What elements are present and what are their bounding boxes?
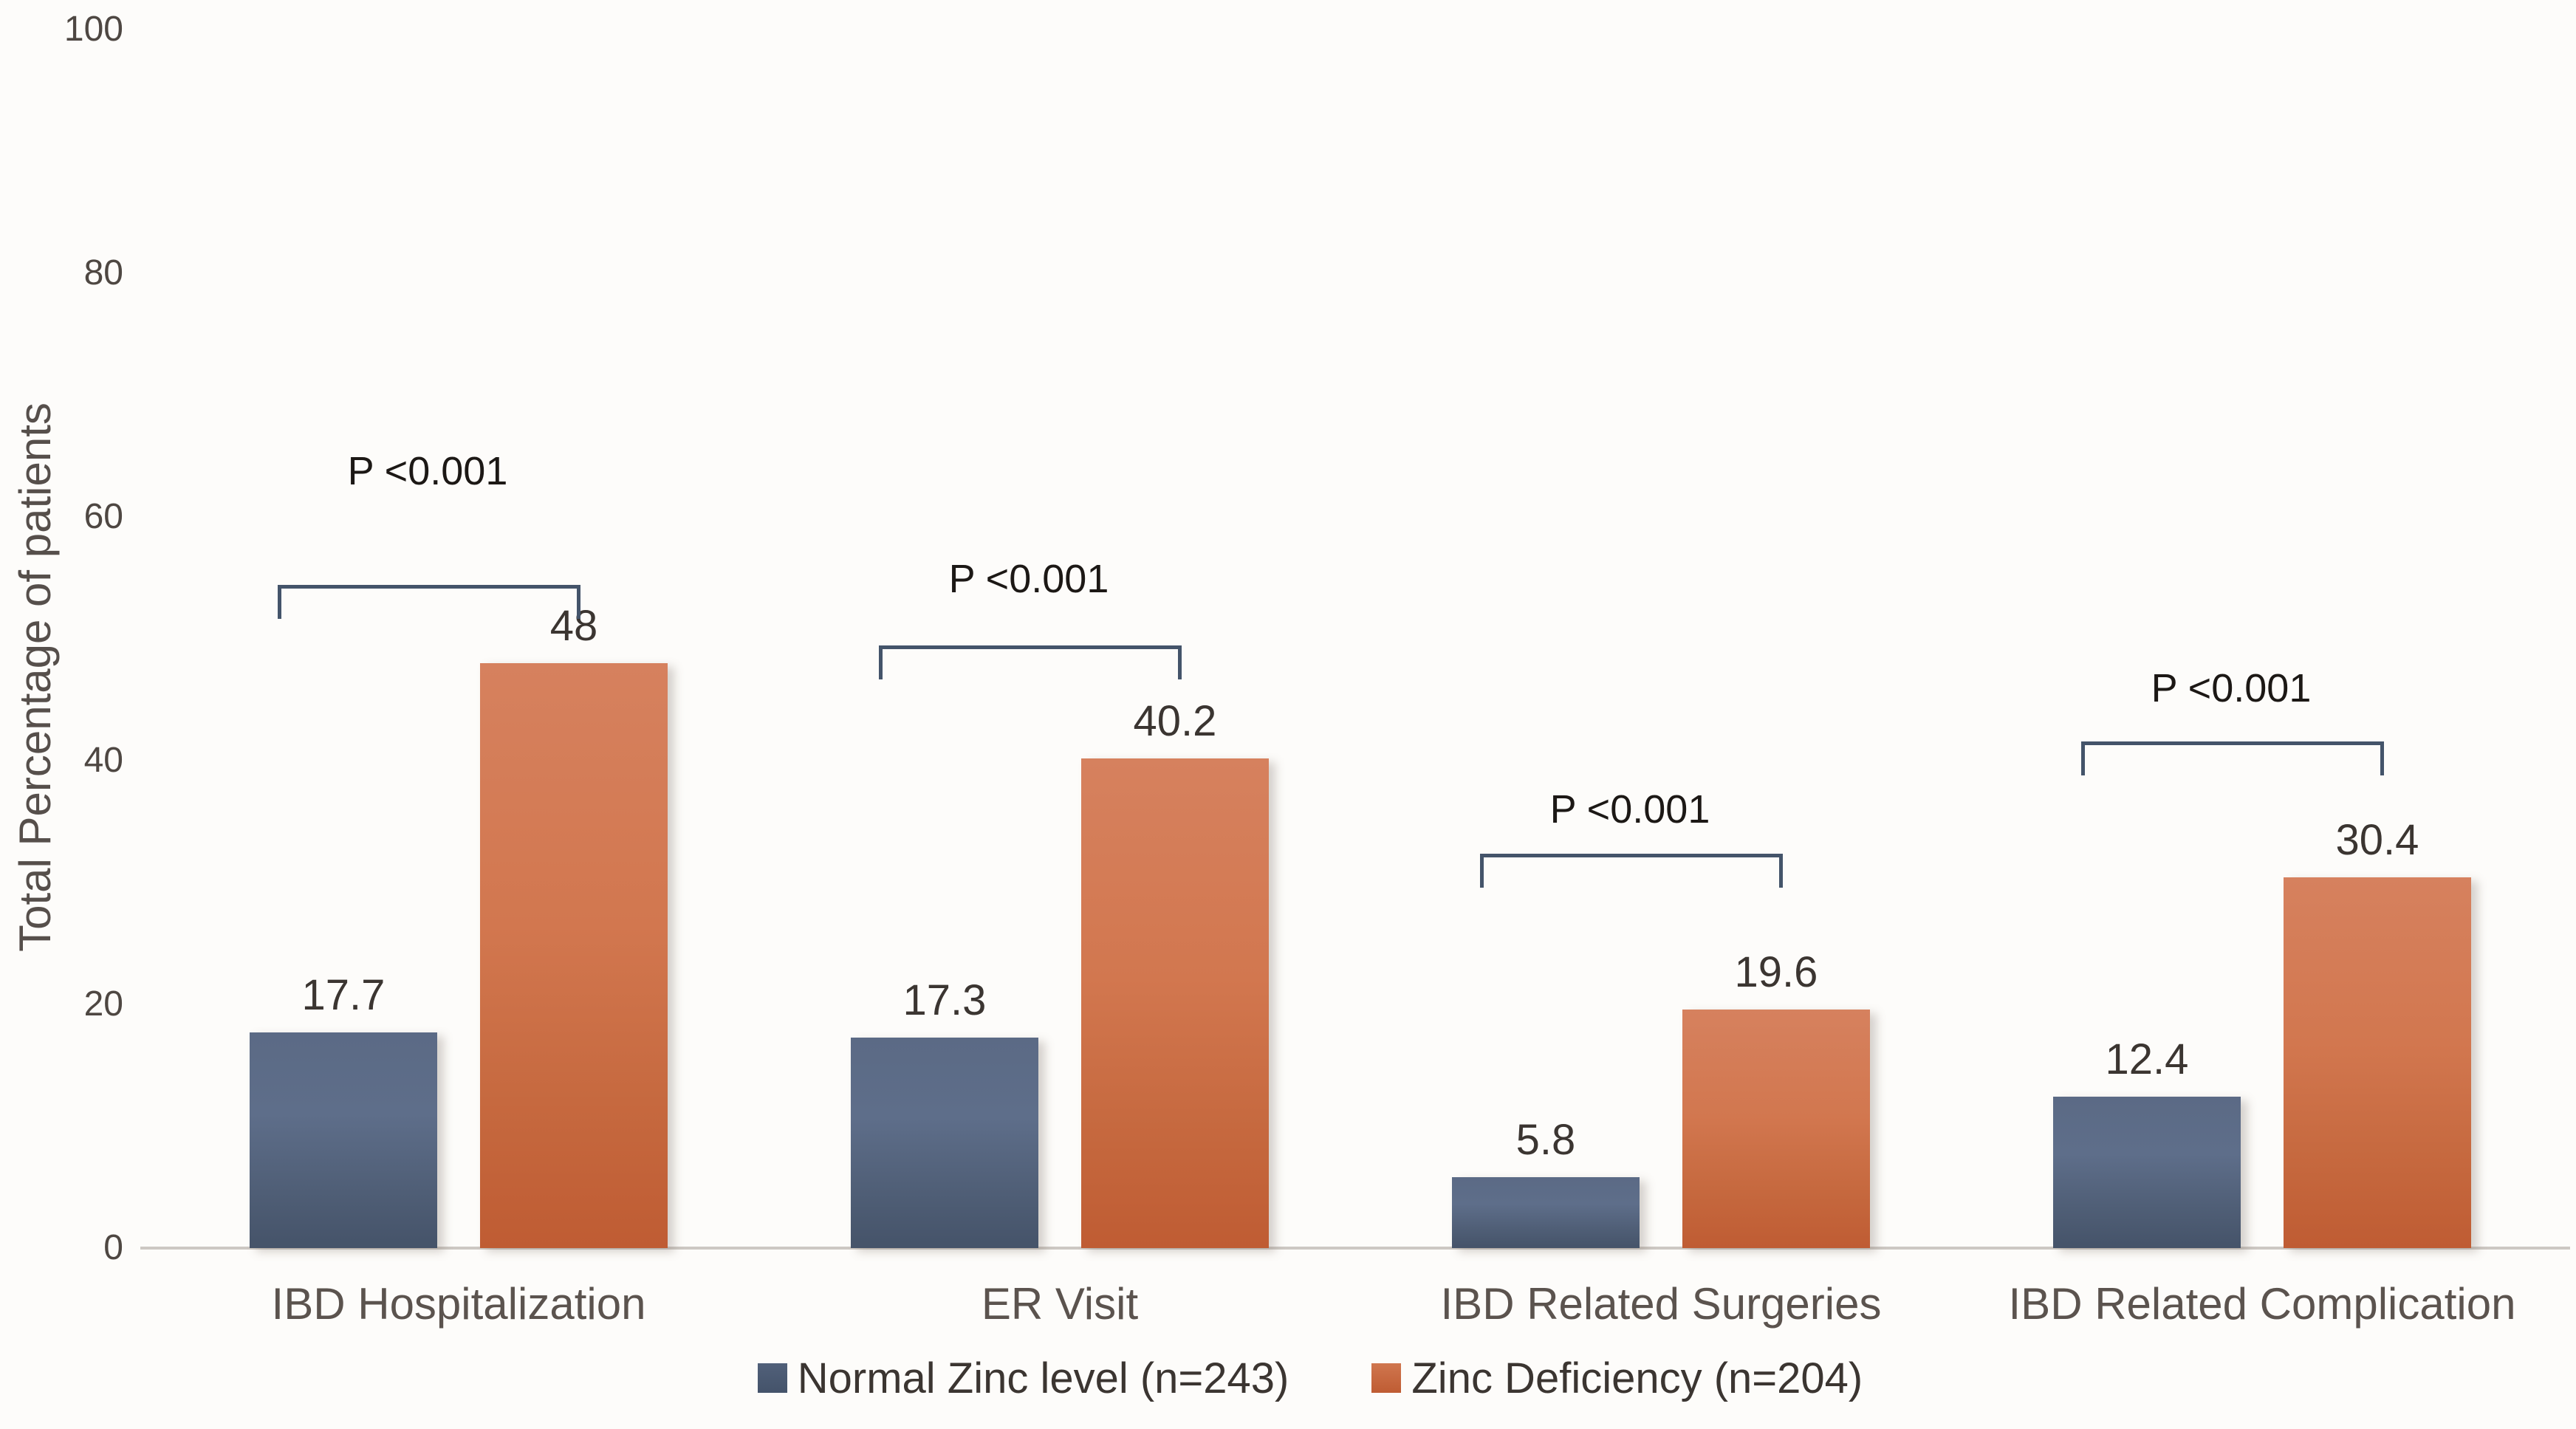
- bar-normal-zinc-level-ibd-related-complication: [2053, 1097, 2241, 1248]
- value-label-normal-zinc-level-ibd-related-surgeries: 5.8: [1515, 1116, 1576, 1165]
- legend-label-normal-zinc-level: Normal Zinc level (n=243): [797, 1354, 1289, 1402]
- legend: Normal Zinc level (n=243) Zinc Deficiency…: [0, 1354, 2576, 1402]
- bar-zinc-deficiency-er-visit: [1081, 758, 1269, 1248]
- p-value-ibd-related-surgeries: P <0.001: [1549, 787, 1710, 832]
- bar-normal-zinc-level-ibd-related-surgeries: [1452, 1177, 1640, 1248]
- significance-bracket-ibd-related-surgeries: [1480, 854, 1783, 888]
- significance-bracket-ibd-related-complication: [2081, 741, 2384, 775]
- category-label-er-visit: ER Visit: [981, 1279, 1139, 1329]
- legend-item-zinc-deficiency: Zinc Deficiency (n=204): [1371, 1354, 1863, 1403]
- value-label-zinc-deficiency-er-visit: 40.2: [1133, 696, 1217, 745]
- bar-zinc-deficiency-ibd-related-surgeries: [1682, 1009, 1870, 1248]
- bar-zinc-deficiency-ibd-hospitalization: [480, 663, 668, 1248]
- value-label-normal-zinc-level-er-visit: 17.3: [902, 976, 987, 1024]
- y-tick-80: 80: [83, 253, 123, 292]
- value-label-zinc-deficiency-ibd-related-complication: 30.4: [2335, 816, 2419, 865]
- y-tick-100: 100: [64, 10, 123, 49]
- y-tick-20: 20: [83, 984, 123, 1024]
- value-label-normal-zinc-level-ibd-related-complication: 12.4: [2105, 1035, 2189, 1084]
- y-axis-title: Total Percentage of patients: [10, 402, 60, 952]
- legend-item-normal-zinc-level: Normal Zinc level (n=243): [757, 1354, 1289, 1403]
- significance-bracket-er-visit: [879, 645, 1182, 679]
- y-tick-40: 40: [83, 741, 123, 780]
- y-tick-60: 60: [83, 497, 123, 536]
- bar-zinc-deficiency-ibd-related-complication: [2284, 877, 2471, 1248]
- category-label-ibd-related-complication: IBD Related Complication: [2008, 1279, 2516, 1329]
- x-axis-line: [140, 1247, 2570, 1250]
- legend-swatch-normal-zinc-level: [757, 1363, 787, 1393]
- bar-normal-zinc-level-ibd-hospitalization: [250, 1032, 437, 1248]
- value-label-zinc-deficiency-ibd-hospitalization: 48: [549, 602, 598, 650]
- significance-bracket-ibd-hospitalization: [278, 585, 580, 619]
- legend-label-zinc-deficiency: Zinc Deficiency (n=204): [1411, 1354, 1863, 1402]
- legend-swatch-zinc-deficiency: [1371, 1363, 1402, 1393]
- p-value-er-visit: P <0.001: [948, 557, 1109, 601]
- value-label-normal-zinc-level-ibd-hospitalization: 17.7: [301, 970, 386, 1019]
- value-label-zinc-deficiency-ibd-related-surgeries: 19.6: [1734, 947, 1818, 996]
- bar-normal-zinc-level-er-visit: [851, 1037, 1038, 1248]
- category-label-ibd-related-surgeries: IBD Related Surgeries: [1440, 1279, 1882, 1329]
- p-value-ibd-related-complication: P <0.001: [2151, 666, 2312, 710]
- y-tick-0: 0: [103, 1228, 123, 1267]
- category-label-ibd-hospitalization: IBD Hospitalization: [271, 1279, 646, 1329]
- p-value-ibd-hospitalization: P <0.001: [347, 449, 508, 493]
